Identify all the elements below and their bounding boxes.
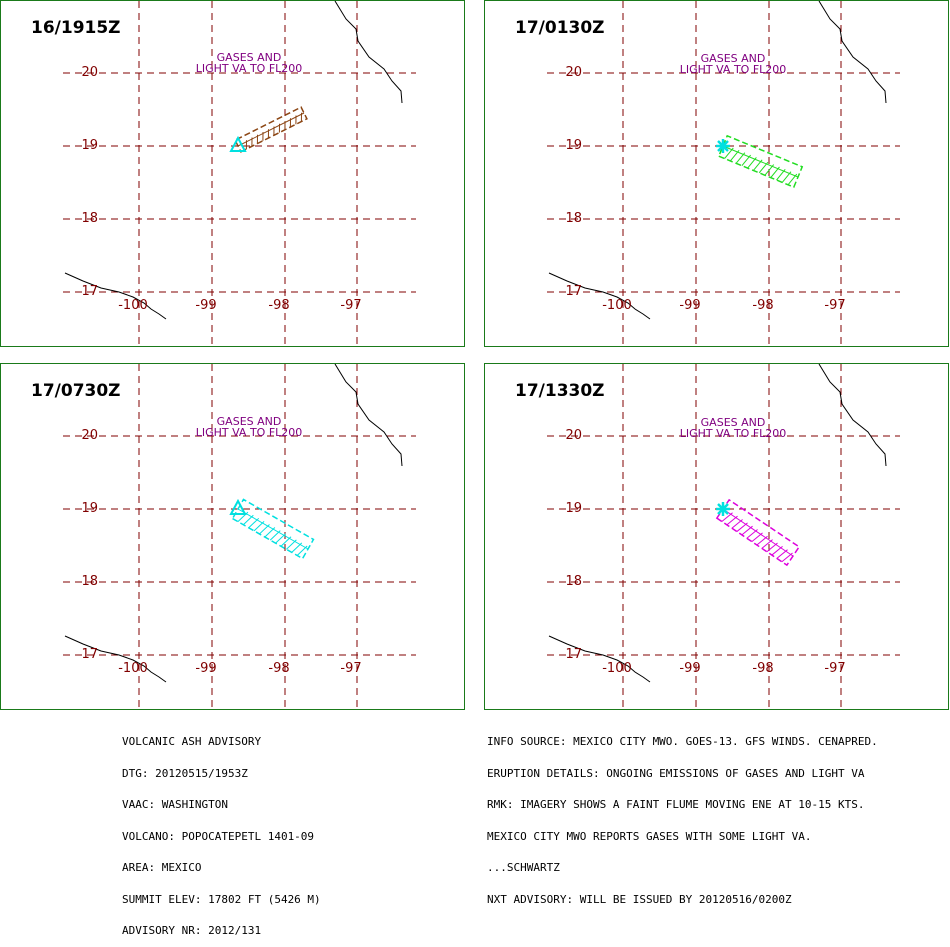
advisory-line: SUMMIT ELEV: 17802 FT (5426 M): [122, 895, 321, 906]
advisory-line: AREA: MEXICO: [122, 863, 321, 874]
map-panel: 17/0130Z GASES AND LIGHT VA TO FL200 20 …: [484, 0, 949, 347]
advisory-line: RMK: IMAGERY SHOWS A FAINT FLUME MOVING …: [487, 800, 878, 811]
plume-centerline: [238, 509, 308, 549]
plume-label-line2: LIGHT VA TO FL200: [169, 63, 329, 74]
map-panel: 17/0730Z GASES AND LIGHT VA TO FL200 20 …: [0, 363, 465, 710]
plume-label-line2: LIGHT VA TO FL200: [169, 427, 329, 438]
plume-centerline: [238, 113, 304, 146]
lon-label-97: -97: [331, 661, 371, 676]
lon-label-98: -98: [259, 661, 299, 676]
advisory-line: MEXICO CITY MWO REPORTS GASES WITH SOME …: [487, 832, 878, 843]
advisory-line: ...SCHWARTZ: [487, 863, 878, 874]
lat-label-17: 17: [76, 647, 98, 662]
plume-label: GASES AND LIGHT VA TO FL200: [653, 417, 813, 439]
lon-label-98: -98: [259, 298, 299, 313]
plume-label-line2: LIGHT VA TO FL200: [653, 428, 813, 439]
lat-label-17: 17: [560, 284, 582, 299]
star-icon: [716, 139, 730, 153]
lat-label-20: 20: [76, 428, 98, 443]
lon-label-99: -99: [670, 661, 710, 676]
map-panel: 16/1915Z GASES AND LIGHT VA TO FL200 20 …: [0, 0, 465, 347]
gulf-coastline: [819, 1, 886, 103]
lat-label-17: 17: [560, 647, 582, 662]
advisory-line: INFO SOURCE: MEXICO CITY MWO. GOES-13. G…: [487, 737, 878, 748]
lat-label-19: 19: [560, 138, 582, 153]
lon-label-98: -98: [743, 661, 783, 676]
lon-label-99: -99: [670, 298, 710, 313]
lon-label-97: -97: [815, 661, 855, 676]
advisory-remarks-block: INFO SOURCE: MEXICO CITY MWO. GOES-13. G…: [487, 716, 878, 916]
plume-centerline: [723, 509, 793, 556]
lat-label-19: 19: [76, 138, 98, 153]
advisory-line: VOLCANO: POPOCATEPETL 1401-09: [122, 832, 321, 843]
advisory-line: DTG: 20120515/1953Z: [122, 769, 321, 780]
panel-timestamp: 17/1330Z: [515, 381, 605, 401]
panel-timestamp: 17/0730Z: [31, 381, 121, 401]
lat-label-18: 18: [76, 211, 98, 226]
gulf-coastline: [335, 364, 402, 466]
lat-label-17: 17: [76, 284, 98, 299]
gulf-coastline: [335, 1, 402, 103]
star-icon: [716, 502, 730, 516]
advisory-line: VOLCANIC ASH ADVISORY: [122, 737, 321, 748]
advisory-line: ADVISORY NR: 2012/131: [122, 926, 321, 937]
advisory-line: ERUPTION DETAILS: ONGOING EMISSIONS OF G…: [487, 769, 878, 780]
lat-label-18: 18: [560, 211, 582, 226]
advisory-line: VAAC: WASHINGTON: [122, 800, 321, 811]
lat-label-20: 20: [560, 65, 582, 80]
advisory-header-block: VOLCANIC ASH ADVISORY DTG: 20120515/1953…: [122, 716, 321, 947]
lon-label-99: -99: [186, 298, 226, 313]
lat-label-20: 20: [76, 65, 98, 80]
lat-label-20: 20: [560, 428, 582, 443]
plume-centerline: [723, 146, 798, 177]
plume-label: GASES AND LIGHT VA TO FL200: [169, 52, 329, 74]
lon-label-100: -100: [597, 298, 637, 313]
map-panel: 17/1330Z GASES AND LIGHT VA TO FL200 20 …: [484, 363, 949, 710]
lon-label-100: -100: [597, 661, 637, 676]
advisory-line: NXT ADVISORY: WILL BE ISSUED BY 20120516…: [487, 895, 878, 906]
lat-label-18: 18: [560, 574, 582, 589]
lon-label-100: -100: [113, 298, 153, 313]
lon-label-98: -98: [743, 298, 783, 313]
lat-label-18: 18: [76, 574, 98, 589]
lon-label-99: -99: [186, 661, 226, 676]
lat-label-19: 19: [560, 501, 582, 516]
lon-label-97: -97: [331, 298, 371, 313]
panel-timestamp: 16/1915Z: [31, 18, 121, 38]
lon-label-97: -97: [815, 298, 855, 313]
gulf-coastline: [819, 364, 886, 466]
panel-timestamp: 17/0130Z: [515, 18, 605, 38]
lon-label-100: -100: [113, 661, 153, 676]
lat-label-19: 19: [76, 501, 98, 516]
plume-label-line2: LIGHT VA TO FL200: [653, 64, 813, 75]
plume-label: GASES AND LIGHT VA TO FL200: [169, 416, 329, 438]
plume-label: GASES AND LIGHT VA TO FL200: [653, 53, 813, 75]
